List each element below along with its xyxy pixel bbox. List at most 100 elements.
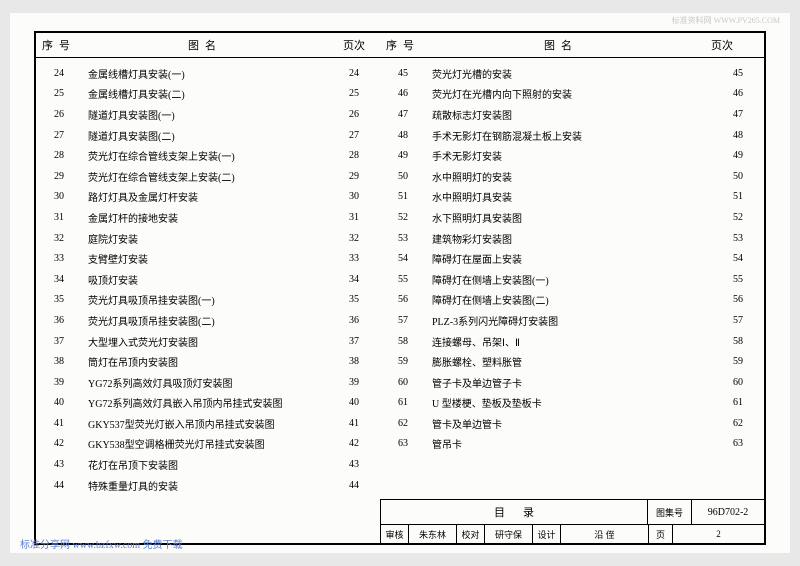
row-name: 障碍灯在侧墙上安装图(二) [426,292,712,307]
row-seq: 29 [36,171,82,182]
table-row: 43花灯在吊顶下安装图43 [36,454,380,475]
row-page: 40 [328,397,380,408]
row-seq: 42 [36,438,82,449]
row-name: 障碍灯在屋面上安装 [426,251,712,266]
table-row: 26隧道灯具安装图(一)26 [36,104,380,125]
row-page: 31 [328,212,380,223]
header-seq-right: 序号 [380,37,426,53]
table-row: 31金属灯杆的接地安装31 [36,207,380,228]
setno-value: 96D702-2 [692,500,764,524]
title-block: 目录 图集号 96D702-2 审核 朱东林 校对 研守保 设计 沿 侄 页 2 [380,499,764,543]
row-name: 疏散标志灯安装图 [426,107,712,122]
row-page: 53 [712,233,764,244]
table-row: 44特殊重量灯具的安装44 [36,475,380,496]
row-seq: 60 [380,377,426,388]
row-page: 51 [712,191,764,202]
row-name: 吸顶灯安装 [82,272,328,287]
row-page: 60 [712,377,764,388]
row-name: 荧光灯具吸顶吊挂安装图(二) [82,313,328,328]
design-label: 设计 [533,525,561,543]
table-row: 45荧光灯光槽的安装45 [380,63,764,84]
row-page: 49 [712,150,764,161]
row-page: 50 [712,171,764,182]
table-body: 24金属线槽灯具安装(一)2425金属线槽灯具安装(二)2526隧道灯具安装图(… [36,59,764,543]
table-row: 55障碍灯在侧墙上安装图(一)55 [380,269,764,290]
row-seq: 39 [36,377,82,388]
row-name: GKY538型空调格栅荧光灯吊挂式安装图 [82,436,328,451]
table-row: 37大型埋入式荧光灯安装图37 [36,331,380,352]
row-page: 56 [712,294,764,305]
table-row: 50水中照明灯的安装50 [380,166,764,187]
table-row: 46荧光灯在光槽内向下照射的安装46 [380,84,764,105]
table-row: 57PLZ-3系列闪光障碍灯安装图57 [380,310,764,331]
table-row: 34吸顶灯安装34 [36,269,380,290]
header-divider [36,57,764,58]
header-page-left: 页次 [328,37,380,53]
row-seq: 26 [36,109,82,120]
row-name: 水中照明灯的安装 [426,169,712,184]
table-row: 28荧光灯在综合管线支架上安装(一)28 [36,145,380,166]
row-seq: 46 [380,88,426,99]
table-row: 39YG72系列高效灯具吸顶灯安装图39 [36,372,380,393]
row-seq: 34 [36,274,82,285]
row-seq: 59 [380,356,426,367]
row-page: 43 [328,459,380,470]
row-seq: 61 [380,397,426,408]
row-seq: 31 [36,212,82,223]
title-block-bottom: 审核 朱东林 校对 研守保 设计 沿 侄 页 2 [381,525,764,543]
row-seq: 57 [380,315,426,326]
row-name: GKY537型荧光灯嵌入吊顶内吊挂式安装图 [82,416,328,431]
approve-label: 审核 [381,525,409,543]
row-name: 水中照明灯具安装 [426,189,712,204]
row-seq: 45 [380,68,426,79]
table-row: 62管卡及单边管卡62 [380,413,764,434]
row-seq: 33 [36,253,82,264]
row-page: 36 [328,315,380,326]
row-page: 38 [328,356,380,367]
row-seq: 52 [380,212,426,223]
table-row: 33支臂壁灯安装33 [36,248,380,269]
table-row: 25金属线槽灯具安装(二)25 [36,84,380,105]
row-page: 37 [328,336,380,347]
row-page: 54 [712,253,764,264]
row-page: 52 [712,212,764,223]
table-row: 30路灯灯具及金属灯杆安装30 [36,187,380,208]
row-page: 30 [328,191,380,202]
row-seq: 62 [380,418,426,429]
row-page: 57 [712,315,764,326]
row-name: 大型埋入式荧光灯安装图 [82,334,328,349]
row-name: 连接螺母、吊架Ⅰ、Ⅱ [426,334,712,349]
row-page: 63 [712,438,764,449]
row-seq: 27 [36,130,82,141]
row-name: 金属线槽灯具安装(一) [82,66,328,81]
header-seq-left: 序号 [36,37,82,53]
header-name-right: 图名 [426,37,696,53]
row-name: 手术无影灯安装 [426,148,712,163]
pageno-value: 2 [673,525,764,543]
table-row: 41GKY537型荧光灯嵌入吊顶内吊挂式安装图41 [36,413,380,434]
row-seq: 38 [36,356,82,367]
pageno-label: 页 [649,525,673,543]
toc-title: 目录 [381,500,648,524]
row-name: 筒灯在吊顶内安装图 [82,354,328,369]
table-row: 47疏散标志灯安装图47 [380,104,764,125]
row-name: 荧光灯在光槽内向下照射的安装 [426,86,712,101]
row-name: YG72系列高效灯具吸顶灯安装图 [82,375,328,390]
row-page: 35 [328,294,380,305]
row-page: 24 [328,68,380,79]
row-name: 水下照明灯具安装图 [426,210,712,225]
row-page: 59 [712,356,764,367]
row-page: 25 [328,88,380,99]
design-name: 沿 侄 [561,525,649,543]
row-seq: 41 [36,418,82,429]
row-page: 39 [328,377,380,388]
row-name: 管吊卡 [426,436,712,451]
row-seq: 43 [36,459,82,470]
table-row: 36荧光灯具吸顶吊挂安装图(二)36 [36,310,380,331]
row-name: U 型楼梗、垫板及垫板卡 [426,395,712,410]
row-name: 隧道灯具安装图(二) [82,128,328,143]
row-seq: 44 [36,480,82,491]
table-row: 24金属线槽灯具安装(一)24 [36,63,380,84]
table-row: 51水中照明灯具安装51 [380,187,764,208]
table-row: 63管吊卡63 [380,434,764,455]
